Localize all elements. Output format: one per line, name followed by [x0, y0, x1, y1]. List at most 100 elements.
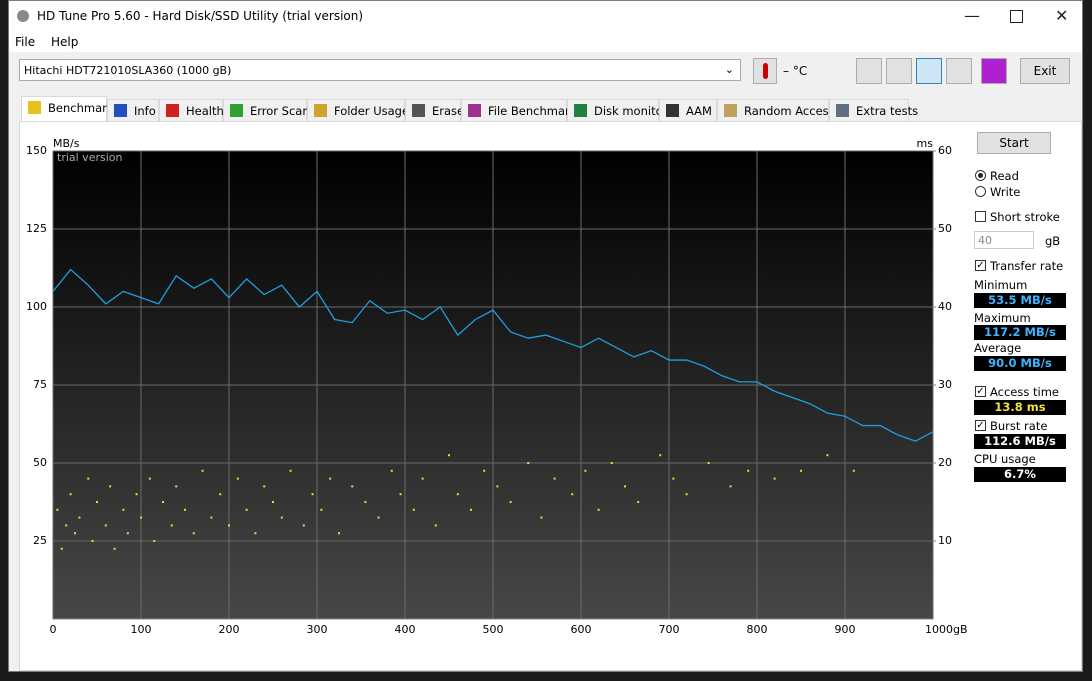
- tab[interactable]: AAM: [659, 99, 717, 121]
- access-time-point: [571, 493, 574, 496]
- tab-icon: [836, 104, 849, 117]
- access-time-point: [60, 547, 63, 550]
- minimum-label: Minimum: [974, 278, 1028, 292]
- drive-name: Hitachi HDT721010SLA360 (1000 gB): [24, 64, 232, 77]
- minimize-button[interactable]: —: [964, 6, 980, 25]
- access-time-point: [126, 532, 129, 535]
- access-time-point: [228, 524, 230, 527]
- access-time-point: [320, 508, 323, 511]
- maximize-button[interactable]: [1010, 10, 1023, 23]
- short-stroke-size[interactable]: 40: [974, 231, 1034, 249]
- access-time-point: [245, 508, 248, 511]
- x-tick-label: 900: [835, 623, 856, 636]
- tab-label: Benchmark: [48, 101, 114, 115]
- access-time-point: [624, 485, 626, 488]
- menu-help[interactable]: Help: [51, 35, 79, 49]
- y2-tick-label: 30: [938, 378, 952, 391]
- save-button[interactable]: [981, 58, 1007, 84]
- access-time-point: [527, 462, 530, 464]
- access-time-point: [65, 524, 68, 527]
- close-button[interactable]: ✕: [1055, 6, 1069, 25]
- screenshot-button[interactable]: [916, 58, 942, 84]
- access-time-point: [399, 493, 402, 496]
- access-time-point: [773, 477, 776, 480]
- drive-select[interactable]: Hitachi HDT721010SLA360 (1000 gB) ⌄: [19, 59, 741, 81]
- tab-label: Random Access: [744, 104, 835, 118]
- access-time-point: [263, 485, 266, 488]
- access-time-point: [377, 516, 380, 519]
- burst-rate-value: 112.6 MB/s: [974, 434, 1066, 449]
- transfer-rate-line: [52, 268, 934, 442]
- y-axis-label: MB/s: [53, 137, 80, 150]
- tab[interactable]: Extra tests: [829, 99, 918, 121]
- copy-text-button[interactable]: [856, 58, 882, 84]
- transfer-rate-checkbox[interactable]: ✓: [975, 260, 986, 271]
- tab-label: AAM: [686, 104, 712, 118]
- tab[interactable]: Error Scan: [223, 99, 310, 121]
- menu-file[interactable]: File: [15, 35, 36, 49]
- maximum-label: Maximum: [974, 311, 1031, 325]
- access-time-point: [236, 477, 239, 480]
- write-radio[interactable]: [975, 186, 986, 197]
- read-label: Read: [990, 169, 1019, 183]
- access-time-point: [672, 477, 675, 480]
- access-time-point: [109, 485, 112, 488]
- tab[interactable]: Benchmark: [21, 96, 114, 122]
- tab[interactable]: File Benchmark: [461, 99, 576, 121]
- y-tick-label: 150: [26, 144, 47, 157]
- access-time-point: [122, 508, 125, 511]
- access-time-point: [96, 501, 98, 503]
- access-time-point: [826, 454, 829, 457]
- start-button[interactable]: Start: [977, 132, 1051, 154]
- tab-label: Extra tests: [856, 104, 919, 118]
- y2-tick-label: 20: [938, 456, 952, 469]
- short-stroke-checkbox[interactable]: [975, 211, 986, 222]
- short-stroke-value: 40: [978, 234, 992, 247]
- access-time-checkbox[interactable]: ✓: [975, 386, 986, 397]
- access-time-point: [338, 532, 340, 535]
- access-time-point: [78, 516, 81, 519]
- tab[interactable]: Disk monitor: [567, 99, 667, 121]
- burst-rate-checkbox[interactable]: ✓: [975, 420, 986, 431]
- access-time-point: [153, 540, 156, 542]
- tab[interactable]: Random Access: [717, 99, 835, 121]
- x-tick-label: 700: [659, 623, 680, 636]
- tab-icon: [114, 104, 127, 117]
- tab[interactable]: Info: [107, 99, 159, 121]
- copy-image-button[interactable]: [886, 58, 912, 84]
- y-tick-label: 50: [33, 456, 47, 469]
- access-time-point: [412, 508, 415, 511]
- access-time-point: [289, 469, 292, 472]
- y2-tick-label: 60: [938, 144, 952, 157]
- app-icon: [17, 10, 29, 22]
- access-time-point: [175, 485, 178, 488]
- access-time-point: [140, 516, 142, 519]
- options-button[interactable]: [946, 58, 972, 84]
- access-time-point: [272, 501, 274, 503]
- tab[interactable]: Erase: [405, 99, 465, 121]
- y-tick-label: 125: [26, 222, 47, 235]
- access-time-point: [448, 454, 450, 457]
- read-radio[interactable]: [975, 170, 986, 181]
- access-time-point: [56, 508, 59, 511]
- tab-icon: [230, 104, 243, 117]
- access-time-point: [302, 524, 305, 527]
- x-tick-label: 1000gB: [925, 623, 968, 636]
- tab-icon: [28, 101, 41, 114]
- tab[interactable]: Folder Usage: [307, 99, 409, 121]
- access-time-point: [637, 501, 640, 503]
- temperature-button[interactable]: [753, 58, 777, 84]
- exit-button[interactable]: Exit: [1020, 58, 1070, 84]
- access-time-point: [91, 540, 94, 542]
- tab-icon: [314, 104, 327, 117]
- y2-tick-label: 50: [938, 222, 952, 235]
- dropdown-arrow: ⌄: [724, 63, 734, 76]
- tab-label: Erase: [432, 104, 465, 118]
- access-time-point: [148, 477, 151, 480]
- title-bar: HD Tune Pro 5.60 - Hard Disk/SSD Utility…: [9, 1, 1082, 32]
- tab[interactable]: Health: [159, 99, 224, 121]
- access-time-point: [280, 516, 283, 519]
- short-stroke-unit: gB: [1045, 234, 1061, 248]
- access-time-point: [69, 493, 72, 496]
- access-time-point: [659, 454, 662, 457]
